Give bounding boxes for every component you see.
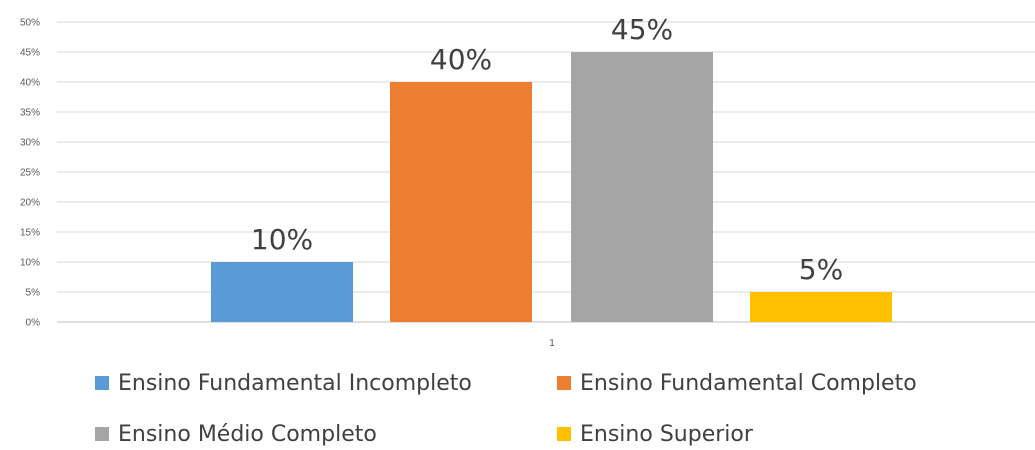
x-tick-label: 1 bbox=[549, 338, 555, 349]
bars bbox=[211, 52, 892, 322]
data-label: 40% bbox=[430, 43, 492, 76]
legend-swatch bbox=[557, 427, 571, 441]
bar bbox=[211, 262, 353, 322]
y-tick-label: 45% bbox=[20, 48, 40, 59]
legend-swatch bbox=[95, 376, 109, 390]
y-axis-ticks: 0% 5% 10% 15% 20% 25% 30% 35% 40% 45% 50% bbox=[20, 18, 40, 329]
legend-swatch bbox=[557, 376, 571, 390]
y-tick-label: 25% bbox=[20, 168, 40, 179]
y-tick-label: 30% bbox=[20, 138, 40, 149]
gridlines bbox=[57, 21, 1035, 323]
y-tick-label: 15% bbox=[20, 228, 40, 239]
y-tick-label: 50% bbox=[20, 18, 40, 29]
y-tick-label: 20% bbox=[20, 198, 40, 209]
data-label: 5% bbox=[799, 253, 843, 286]
x-axis-ticks: 1 bbox=[549, 338, 555, 349]
y-tick-label: 10% bbox=[20, 258, 40, 269]
bar bbox=[390, 82, 532, 322]
y-tick-label: 35% bbox=[20, 108, 40, 119]
legend-label: Ensino Médio Completo bbox=[118, 422, 377, 447]
bar bbox=[750, 292, 892, 322]
data-labels: 10% 40% 45% 5% bbox=[251, 13, 843, 286]
legend-label: Ensino Fundamental Incompleto bbox=[118, 371, 472, 396]
bar bbox=[571, 52, 713, 322]
legend-label: Ensino Superior bbox=[580, 422, 754, 447]
y-tick-label: 40% bbox=[20, 78, 40, 89]
data-label: 45% bbox=[611, 13, 673, 46]
y-tick-label: 0% bbox=[26, 318, 41, 329]
y-tick-label: 5% bbox=[26, 288, 41, 299]
legend-label: Ensino Fundamental Completo bbox=[580, 371, 917, 396]
legend: Ensino Fundamental Incompleto Ensino Fund… bbox=[95, 371, 917, 447]
legend-swatch bbox=[95, 427, 109, 441]
data-label: 10% bbox=[251, 223, 313, 256]
